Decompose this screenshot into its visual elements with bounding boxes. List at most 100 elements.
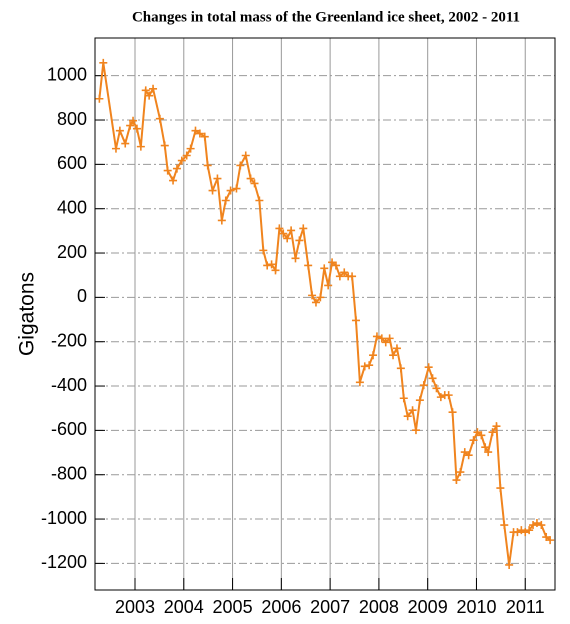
data-point xyxy=(195,129,204,138)
x-tick-label: 2005 xyxy=(213,597,253,617)
data-point xyxy=(115,126,124,135)
data-point xyxy=(271,266,280,275)
data-point xyxy=(456,468,465,477)
data-point xyxy=(355,378,364,387)
y-tick-label: -600 xyxy=(51,419,87,439)
data-point xyxy=(99,58,108,67)
data-point xyxy=(546,536,555,545)
data-point xyxy=(95,94,104,103)
plot-frame xyxy=(94,37,556,591)
data-point xyxy=(399,394,408,403)
data-point xyxy=(320,264,329,273)
data-point xyxy=(360,362,369,371)
y-tick-label: 0 xyxy=(77,286,87,306)
data-point xyxy=(488,428,497,437)
data-point xyxy=(351,316,360,325)
data-point xyxy=(500,521,509,530)
data-point xyxy=(396,364,405,373)
data-point xyxy=(408,406,417,415)
data-point xyxy=(415,396,424,405)
data-point xyxy=(255,196,264,205)
data-point xyxy=(221,196,230,205)
data-point xyxy=(203,161,212,170)
data-point xyxy=(392,344,401,353)
data-point xyxy=(241,151,250,160)
data-point xyxy=(299,224,308,233)
data-point xyxy=(291,254,300,263)
data-point xyxy=(226,186,235,195)
data-point xyxy=(324,281,333,290)
data-point xyxy=(532,519,541,528)
data-point xyxy=(186,144,195,153)
x-tick-label: 2011 xyxy=(506,597,545,617)
y-tick-label: -200 xyxy=(51,330,87,350)
data-point xyxy=(172,164,181,173)
data-point xyxy=(369,351,378,360)
data-point xyxy=(484,448,493,457)
data-point xyxy=(191,126,200,135)
data-point xyxy=(477,431,486,440)
data-point xyxy=(513,528,522,537)
data-point xyxy=(348,272,357,281)
data-point xyxy=(448,408,457,417)
data-point xyxy=(121,139,130,148)
data-point xyxy=(335,272,344,281)
data-point xyxy=(419,381,428,390)
data-point xyxy=(308,291,317,300)
x-tick-label: 2003 xyxy=(115,597,155,617)
x-tick-label: 2006 xyxy=(261,597,301,617)
x-tick-label: 2004 xyxy=(164,597,204,617)
data-point xyxy=(304,261,313,270)
y-tick-label: 600 xyxy=(57,153,87,173)
data-point xyxy=(126,121,135,130)
data-point xyxy=(424,363,433,372)
data-point xyxy=(428,374,437,383)
data-point xyxy=(213,174,222,183)
y-axis-label: Gigatons xyxy=(16,272,39,356)
x-tick-label: 2010 xyxy=(456,597,496,617)
data-point xyxy=(160,141,169,150)
data-point xyxy=(246,174,255,183)
data-point xyxy=(132,124,141,133)
data-point xyxy=(411,426,420,435)
data-point xyxy=(525,526,534,535)
data-point xyxy=(432,384,441,393)
x-tick-label: 2008 xyxy=(359,597,399,617)
data-point xyxy=(469,436,478,445)
data-line xyxy=(98,62,551,566)
chart-title: Changes in total mass of the Greenland i… xyxy=(132,9,520,25)
data-point xyxy=(389,351,398,360)
data-point xyxy=(155,114,164,123)
data-point xyxy=(177,156,186,165)
data-point xyxy=(331,261,340,270)
data-point xyxy=(287,226,296,235)
data-point xyxy=(481,443,490,452)
data-point xyxy=(111,144,120,153)
y-tick-label: -1000 xyxy=(41,508,87,528)
data-point xyxy=(149,84,158,93)
data-point xyxy=(496,484,505,493)
x-tick-label: 2007 xyxy=(310,597,350,617)
data-point xyxy=(377,334,386,343)
data-point xyxy=(169,176,178,185)
data-point xyxy=(295,236,304,245)
y-tick-label: 1000 xyxy=(47,64,87,84)
data-point xyxy=(200,132,209,141)
data-point xyxy=(517,526,526,535)
data-point xyxy=(505,560,514,569)
data-point xyxy=(259,246,268,255)
data-point xyxy=(452,476,461,485)
data-point xyxy=(208,186,217,195)
y-tick-label: 200 xyxy=(57,242,87,262)
data-point xyxy=(403,412,412,421)
data-point xyxy=(136,142,145,151)
y-tick-label: -400 xyxy=(51,375,87,395)
data-point xyxy=(316,293,325,302)
data-point xyxy=(537,521,546,530)
y-tick-label: -1200 xyxy=(41,552,87,572)
x-tick-label: 2009 xyxy=(408,597,448,617)
data-point xyxy=(141,86,150,95)
y-tick-label: -800 xyxy=(51,463,87,483)
data-point xyxy=(385,334,394,343)
